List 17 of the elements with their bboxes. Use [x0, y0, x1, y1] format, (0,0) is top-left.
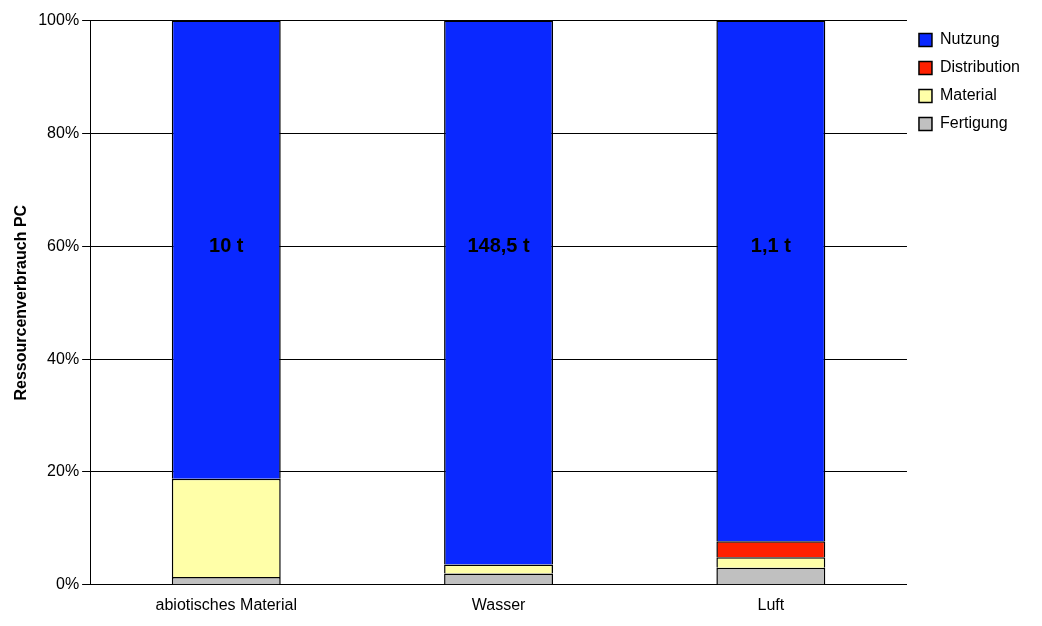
y-tick-label: 100% — [38, 11, 80, 29]
x-tick-label: abiotisches Material — [155, 595, 297, 613]
y-tick-label: 40% — [47, 349, 80, 367]
x-tick-label: Wasser — [471, 595, 527, 613]
y-axis-title: Ressourcenverbrauch PC — [12, 204, 30, 401]
legend-label: Fertigung — [939, 114, 1008, 132]
annotation: 1,1 t — [750, 233, 792, 256]
legend-label: Nutzung — [939, 30, 1000, 48]
legend-label: Distribution — [939, 58, 1020, 76]
y-tick-label: 80% — [47, 123, 80, 141]
y-tick-label: 20% — [47, 462, 80, 480]
annotation: 148,5 t — [467, 233, 531, 256]
y-tick-label: 0% — [56, 575, 80, 593]
y-tick-label: 60% — [47, 236, 80, 254]
x-tick-label: Luft — [757, 595, 785, 613]
annotation: 10 t — [209, 233, 244, 256]
legend-label: Material — [939, 86, 997, 104]
